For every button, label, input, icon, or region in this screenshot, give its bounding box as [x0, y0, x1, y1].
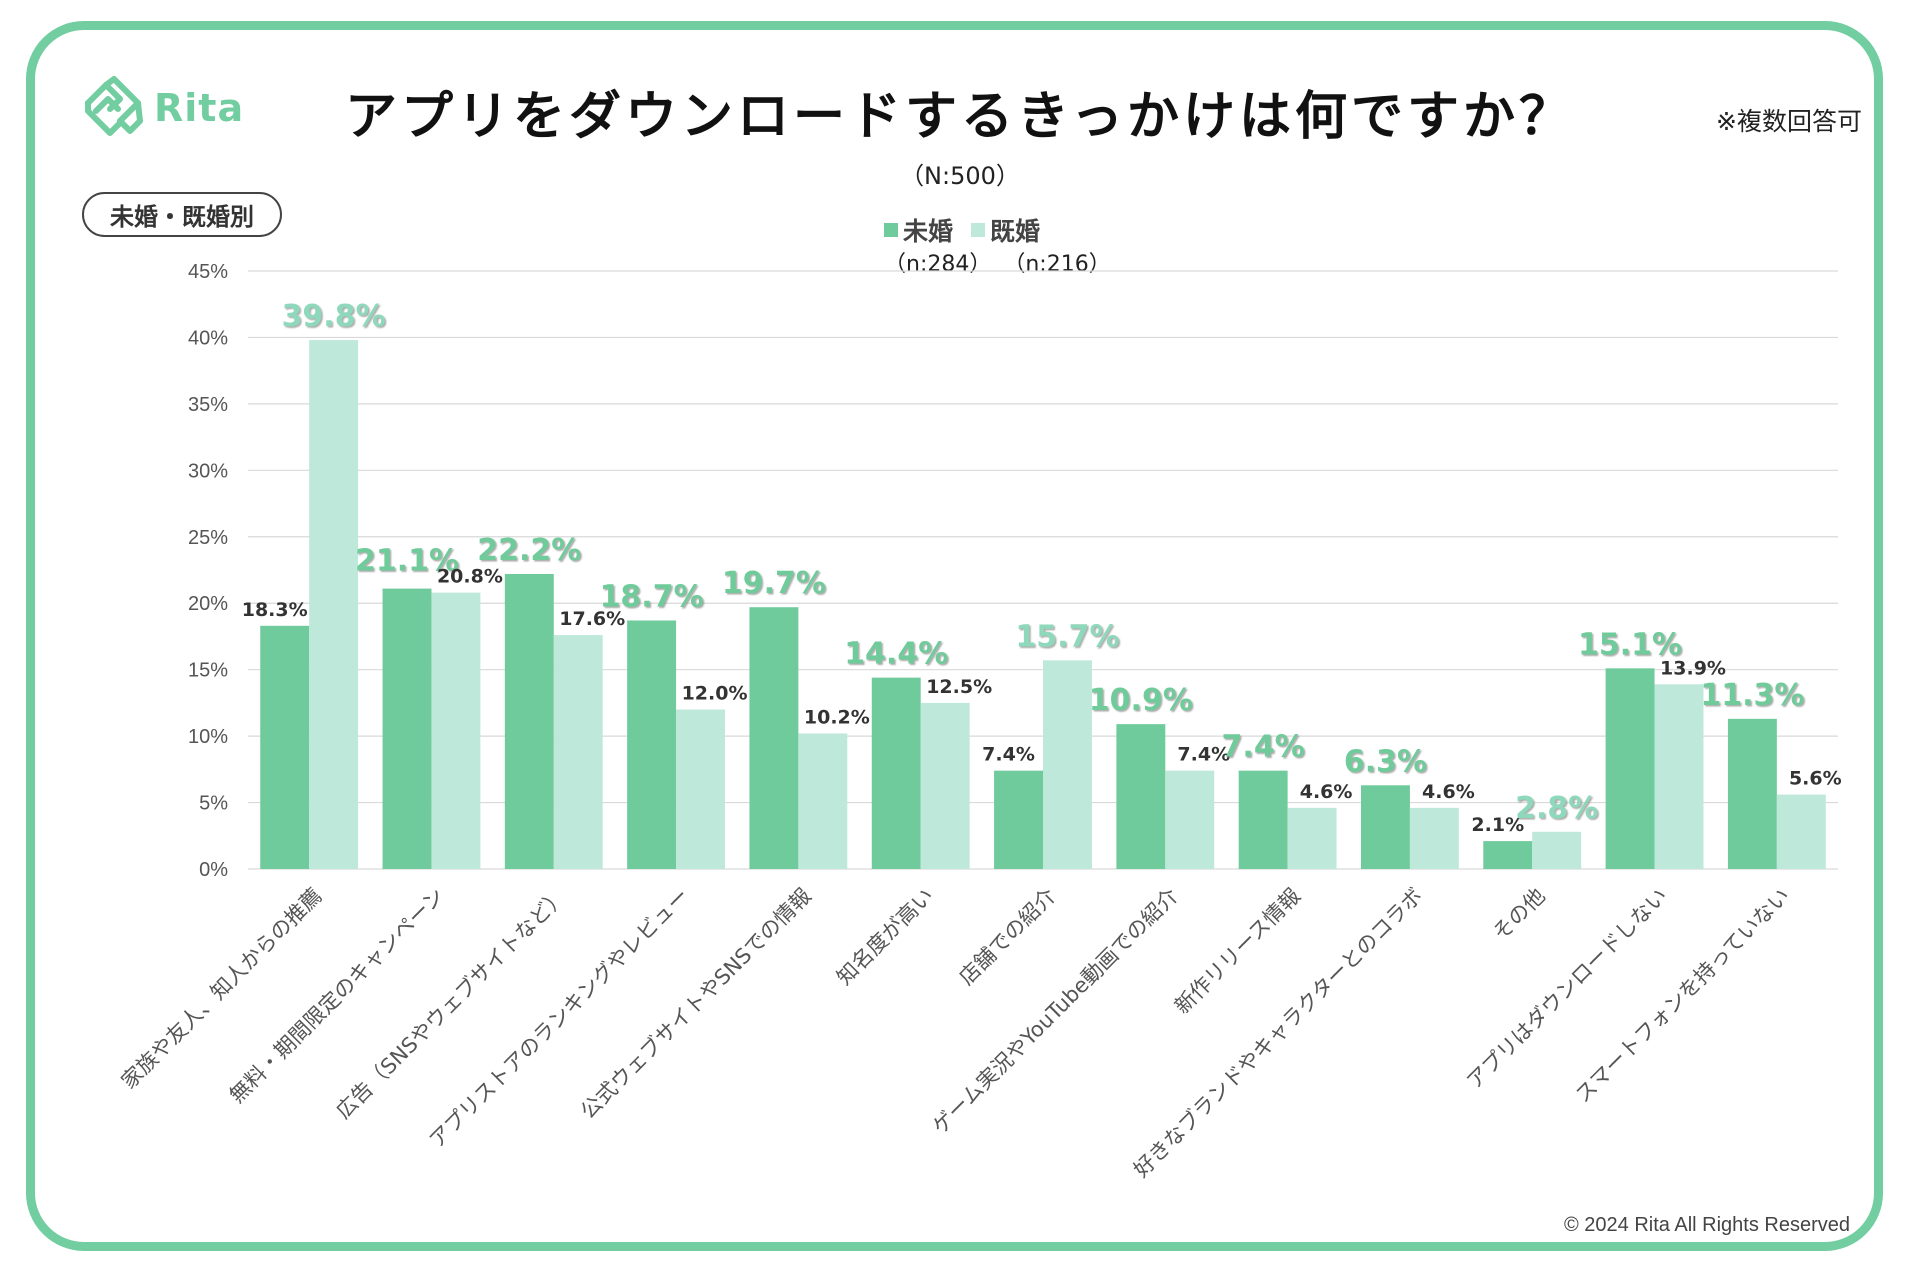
data-label-highlight: 11.3% — [1700, 678, 1804, 713]
x-category-label: 店舗での紹介 — [954, 884, 1060, 990]
x-category-label: その他 — [1488, 884, 1550, 946]
legend-n-unmarried: （n:284） — [884, 252, 992, 277]
y-tick-label: 0% — [199, 859, 228, 881]
data-label-highlight: 22.2% — [477, 533, 581, 568]
data-label-highlight: 15.7% — [1015, 619, 1119, 654]
x-category-label: 新作リリース情報 — [1170, 884, 1305, 1019]
data-label: 7.4% — [982, 744, 1035, 766]
data-label-highlight: 39.8% — [282, 299, 386, 334]
bar-unmarried — [260, 625, 310, 869]
x-category-label: 公式ウェブサイトやSNSでの情報 — [576, 884, 816, 1124]
data-label-highlight: 15.1% — [1578, 627, 1682, 662]
data-label: 18.3% — [242, 599, 308, 621]
bar-unmarried — [1361, 785, 1410, 869]
data-label: 7.4% — [1177, 744, 1230, 766]
bar-married — [1654, 684, 1704, 869]
bar-unmarried — [1116, 724, 1166, 869]
bar-unmarried — [749, 607, 799, 869]
x-category-label: 好きなブランドやキャラクターとのコラボ — [1129, 884, 1427, 1182]
y-tick-label: 40% — [188, 327, 228, 349]
data-label: 2.1% — [1471, 814, 1524, 836]
legend: 未婚 既婚 （n:284） （n:216） — [884, 212, 1111, 278]
data-label: 4.6% — [1422, 781, 1475, 803]
y-tick-label: 25% — [188, 527, 228, 549]
bar-unmarried — [627, 620, 677, 869]
bar-unmarried — [1605, 668, 1655, 869]
bar-married — [1043, 660, 1092, 869]
y-tick-label: 35% — [188, 394, 228, 416]
bar-unmarried — [871, 677, 921, 869]
y-tick-label: 5% — [199, 793, 228, 815]
x-axis-category-labels: 家族や友人、知人からの推薦無料・期間限定のキャンペーン広告（SNSやウェブサイト… — [117, 884, 1795, 1182]
bar-married — [309, 340, 359, 869]
data-label-highlight: 2.8% — [1515, 791, 1598, 826]
brand-logo: Rita — [80, 75, 244, 141]
brand-name: Rita — [154, 86, 245, 130]
sample-size: （N:500） — [900, 162, 1020, 190]
data-label-highlight: 10.9% — [1089, 683, 1193, 718]
bar-unmarried — [1483, 841, 1533, 869]
bar-married — [1165, 770, 1215, 869]
x-category-label: アプリストアのランキングやレビュー — [425, 884, 694, 1153]
x-category-label: 家族や友人、知人からの推薦 — [117, 884, 327, 1094]
legend-label-married: 既婚 — [990, 217, 1041, 246]
bar-unmarried — [1238, 770, 1288, 869]
data-labels: 18.3% 39.8% 21.1%20.8%22.2% 17.6%18.7% 12.0%… — [242, 299, 1842, 836]
data-label: 10.2% — [804, 706, 870, 728]
data-label-highlight: 6.3% — [1344, 744, 1427, 779]
x-category-label: ゲーム実況やYouTube動画での紹介 — [928, 884, 1183, 1139]
legend-item-unmarried: 未婚 — [884, 212, 953, 248]
data-label: 13.9% — [1660, 657, 1726, 679]
y-axis-ticks: 0% 5% 10% 15% 20% 25% 30% 35% 40% 45% — [188, 261, 228, 881]
legend-item-married: 既婚 — [971, 212, 1040, 248]
data-label: 4.6% — [1300, 781, 1353, 803]
copyright: © 2024 Rita All Rights Reserved — [1564, 1214, 1850, 1236]
data-label-highlight: 7.4% — [1222, 730, 1305, 765]
data-label: 12.5% — [926, 676, 992, 698]
y-tick-label: 20% — [188, 593, 228, 615]
x-category-label: スマートフォンを持っていない — [1571, 884, 1795, 1108]
bars — [260, 340, 1826, 869]
segment-pill: 未婚・既婚別 — [82, 192, 282, 237]
x-category-label: 無料・期間限定のキャンペーン — [225, 884, 449, 1108]
data-label-highlight: 19.7% — [722, 566, 826, 601]
data-label-highlight: 14.4% — [844, 637, 948, 672]
rita-logo-icon — [85, 76, 143, 136]
bar-married — [920, 702, 970, 869]
bar-married — [553, 635, 603, 869]
legend-swatch-unmarried — [884, 223, 898, 237]
bar-married — [1409, 807, 1459, 869]
chart-title: アプリをダウンロードするきっかけは何ですか？ — [345, 87, 1575, 147]
bar-married — [1532, 831, 1582, 869]
legend-n-married: （n:216） — [1003, 252, 1111, 277]
data-label: 5.6% — [1789, 768, 1842, 790]
bar-married — [1287, 807, 1337, 869]
bar-married — [1776, 794, 1826, 869]
bar-unmarried — [994, 770, 1043, 869]
y-tick-label: 10% — [188, 726, 228, 748]
data-label-highlight: 18.7% — [600, 579, 704, 614]
x-category-label: アプリはダウンロードしない — [1462, 884, 1672, 1094]
multiple-answer-note: ※複数回答可 — [1716, 107, 1862, 136]
data-label: 20.8% — [437, 566, 503, 588]
y-tick-label: 45% — [188, 261, 228, 283]
y-tick-label: 15% — [188, 660, 228, 682]
legend-swatch-married — [971, 223, 986, 237]
bar-married — [798, 733, 848, 869]
bar-married — [676, 709, 725, 869]
bar-unmarried — [1727, 718, 1777, 869]
legend-label-unmarried: 未婚 — [903, 217, 954, 246]
data-label-highlight: 21.1% — [355, 544, 459, 579]
data-label: 12.0% — [682, 683, 748, 705]
y-tick-label: 30% — [188, 460, 228, 482]
data-label: 17.6% — [559, 608, 625, 630]
bar-unmarried — [504, 573, 554, 869]
x-category-label: 知名度が高い — [832, 884, 938, 990]
x-category-label: 広告（SNSやウェブサイトなど） — [331, 884, 571, 1124]
bar-unmarried — [382, 588, 432, 869]
bar-married — [431, 592, 481, 869]
